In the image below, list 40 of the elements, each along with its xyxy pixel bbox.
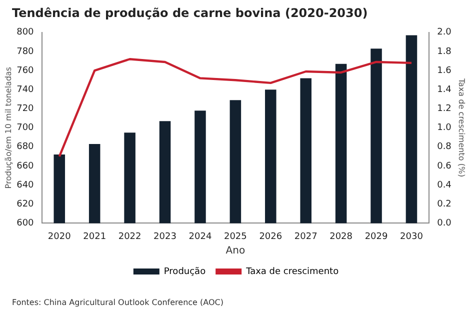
y2-tick-label: 0.6 bbox=[437, 161, 452, 172]
y-tick-label: 700 bbox=[16, 123, 34, 134]
y2-tick-label: 1.2 bbox=[437, 104, 452, 114]
x-tick-label: 2022 bbox=[118, 232, 142, 242]
y2-tick-label: 1.8 bbox=[437, 46, 452, 57]
y2-tick-label: 0.0 bbox=[437, 218, 452, 229]
chart-title: Tendência de produção de carne bovina (2020-2030) bbox=[12, 6, 368, 20]
legend-label: Taxa de crescimento bbox=[245, 266, 340, 277]
y-tick-label: 620 bbox=[16, 199, 34, 210]
y-axis-title: Produção/em 10 mil toneladas bbox=[4, 66, 13, 189]
x-tick-label: 2021 bbox=[83, 232, 106, 242]
y-tick-label: 800 bbox=[16, 28, 34, 38]
y-tick-label: 600 bbox=[16, 218, 34, 229]
x-tick-label: 2029 bbox=[364, 232, 388, 242]
x-tick-label: 2025 bbox=[224, 232, 247, 242]
y2-tick-label: 1.4 bbox=[437, 84, 452, 95]
y2-tick-label: 0.8 bbox=[437, 142, 452, 152]
y-tick-label: 780 bbox=[16, 46, 34, 57]
x-tick-label: 2026 bbox=[259, 232, 282, 242]
x-tick-label: 2030 bbox=[400, 232, 424, 242]
y-tick-label: 720 bbox=[16, 104, 34, 114]
y2-tick-label: 0.4 bbox=[437, 180, 452, 190]
y2-tick-label: 1.6 bbox=[437, 66, 452, 76]
y-tick-label: 760 bbox=[16, 66, 34, 76]
x-axis-title: Ano bbox=[226, 246, 246, 257]
y-tick-label: 660 bbox=[16, 161, 34, 172]
y-tick-label: 740 bbox=[16, 84, 34, 95]
x-tick-label: 2024 bbox=[188, 232, 212, 242]
y2-axis-title: Taxa de crescimento (%) bbox=[457, 77, 466, 178]
y2-tick-label: 2.0 bbox=[437, 28, 452, 38]
x-tick-label: 2023 bbox=[154, 232, 176, 242]
y-tick-label: 680 bbox=[16, 142, 34, 152]
y2-tick-label: 1.0 bbox=[437, 123, 452, 134]
text: Fontes: China Agricultural Outlook Conference (AOC) bbox=[12, 298, 224, 307]
y2-tick-label: 0.2 bbox=[437, 199, 452, 210]
x-tick-label: 2020 bbox=[48, 232, 72, 242]
x-tick-label: 2028 bbox=[330, 232, 353, 242]
legend-label: Produção bbox=[164, 266, 206, 277]
x-tick-label: 2027 bbox=[294, 232, 318, 242]
y-tick-label: 640 bbox=[16, 180, 34, 190]
